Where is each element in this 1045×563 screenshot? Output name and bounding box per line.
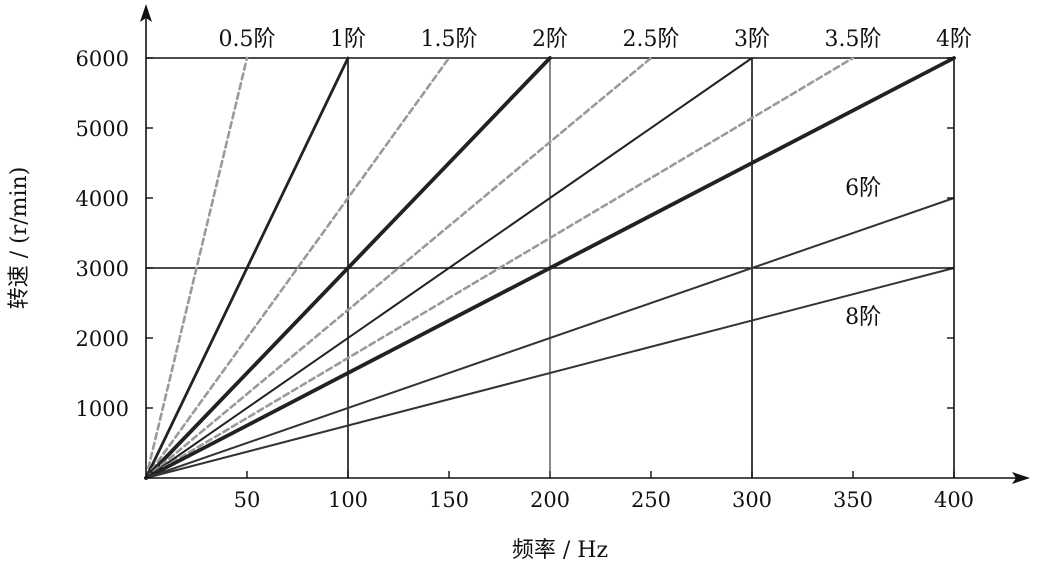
order-label-4: 4阶	[936, 27, 972, 52]
order-label-1_5: 1.5阶	[421, 27, 478, 52]
y-tick-label-6000: 6000	[76, 47, 129, 71]
order-label-3_5: 3.5阶	[825, 27, 882, 52]
x-tick-label-400: 400	[934, 488, 974, 512]
tick-labels: 50 100 150 200 250 300 350 400 1000 2000 3000 4000 5…	[76, 47, 975, 512]
order-label-8: 8阶	[845, 305, 881, 330]
order-line-2	[144, 56, 552, 480]
x-axis-title: 频率 / Hz	[512, 538, 608, 563]
y-axis-title: 转速 / (r/min)	[7, 167, 32, 310]
order-label-2: 2阶	[532, 27, 568, 52]
order-line-2_5	[144, 56, 653, 480]
order-label-3: 3阶	[734, 27, 770, 52]
y-tick-label-5000: 5000	[76, 117, 129, 141]
order-line-4	[144, 56, 956, 480]
x-tick-label-50: 50	[234, 488, 261, 512]
order-line-8	[145, 267, 955, 479]
order-line-0_5	[144, 56, 249, 480]
y-tick-label-3000: 3000	[76, 257, 129, 281]
x-axis-arrow	[1012, 472, 1030, 484]
y-tick-label-2000: 2000	[76, 327, 129, 351]
order-label-6: 6阶	[845, 176, 881, 201]
order-line-6	[145, 197, 955, 479]
order-line-1_5	[144, 56, 451, 480]
order-label-1: 1阶	[330, 27, 366, 52]
x-tick-label-150: 150	[429, 488, 469, 512]
order-line-3_5	[144, 56, 855, 480]
x-tick-label-300: 300	[732, 488, 772, 512]
x-tick-label-250: 250	[631, 488, 671, 512]
y-axis-arrow	[140, 4, 152, 22]
order-line-3	[145, 57, 753, 479]
y-tick-label-4000: 4000	[76, 187, 129, 211]
x-tick-label-200: 200	[530, 488, 570, 512]
order-labels: 0.5阶 1阶 1.5阶 2阶 2.5阶 3阶 3.5阶 4阶 6阶 8阶	[219, 27, 973, 330]
y-tick-label-1000: 1000	[76, 397, 129, 421]
x-tick-label-100: 100	[328, 488, 368, 512]
order-label-2_5: 2.5阶	[623, 27, 680, 52]
order-label-0_5: 0.5阶	[219, 27, 276, 52]
order-line-1	[144, 56, 350, 480]
x-tick-label-350: 350	[833, 488, 873, 512]
axes	[140, 4, 1030, 484]
order-lines	[144, 56, 956, 480]
